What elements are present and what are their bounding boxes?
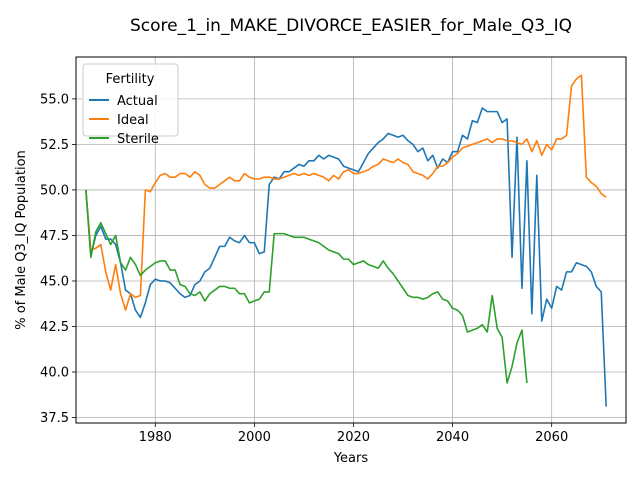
y-tick-label: 47.5 [40, 229, 69, 244]
x-tick-label: 2000 [238, 430, 271, 445]
series-lines [85, 74, 607, 407]
chart-title: Score_1_in_MAKE_DIVORCE_EASIER_for_Male_… [130, 16, 572, 36]
x-tick-label: 1980 [139, 430, 172, 445]
series-line-sterile [85, 189, 528, 384]
y-tick-label: 55.0 [40, 92, 69, 107]
y-tick-label: 37.5 [40, 411, 69, 426]
axis-ticks: 1980 2000 2020 2040 2060 37.5 40.0 42.5 45.0 47.5… [40, 92, 568, 445]
legend: Fertility Actual Ideal Sterile [82, 63, 179, 147]
y-tick-label: 40.0 [40, 366, 69, 381]
legend-label-actual: Actual [117, 94, 158, 109]
x-tick-label: 2020 [337, 430, 370, 445]
x-axis-label: Years [333, 451, 369, 466]
y-tick-label: 42.5 [40, 320, 69, 335]
legend-label-ideal: Ideal [117, 113, 149, 128]
series-line-ideal [85, 74, 607, 311]
y-tick-label: 52.5 [40, 138, 69, 153]
series-line-actual [85, 107, 607, 407]
legend-title: Fertility [106, 72, 155, 87]
plot-frame [75, 56, 627, 424]
y-tick-label: 45.0 [40, 274, 69, 289]
x-tick-label: 2040 [436, 430, 469, 445]
y-axis-label: % of Male Q3_IQ Population [14, 150, 29, 330]
x-tick-label: 2060 [535, 430, 568, 445]
legend-label-sterile: Sterile [117, 132, 159, 147]
y-tick-label: 50.0 [40, 183, 69, 198]
